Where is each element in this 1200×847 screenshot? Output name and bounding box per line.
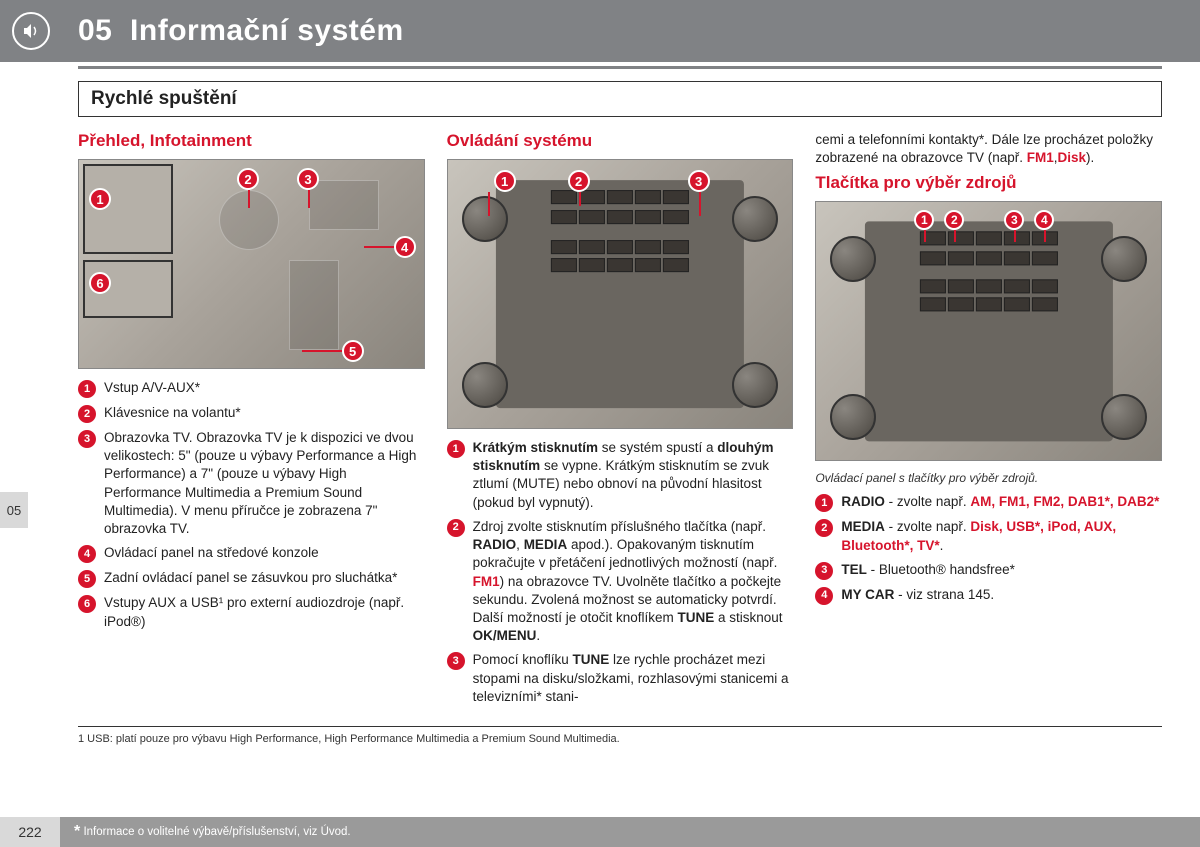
page-number: 222 [0, 817, 60, 847]
list-item: 1 RADIO - zvolte např. AM, FM1, FM2, DAB1… [815, 493, 1162, 512]
callout-3: 3 [297, 168, 319, 190]
badge-1: 1 [815, 494, 833, 512]
badge-3: 3 [815, 562, 833, 580]
badge-6: 6 [78, 595, 96, 613]
list-overview: 1Vstup A/V-AUX* 2Klávesnice na volantu* … [78, 379, 425, 631]
continuation-para: cemi a telefonními kontakty*. Dále lze p… [815, 131, 1162, 167]
callout-4: 4 [394, 236, 416, 258]
list-item: 2 Zdroj zvolte stisknutím příslušného tl… [447, 518, 794, 646]
heading-control: Ovládání systému [447, 131, 794, 151]
list-item: 4 MY CAR - viz strana 145. [815, 586, 1162, 605]
col-overview: Přehled, Infotainment 1 2 3 4 5 6 1Vstup… [78, 131, 425, 712]
item-text: Pomocí knoflíku TUNE lze rychle procháze… [473, 651, 794, 706]
image-source-buttons: 1 2 3 4 [815, 201, 1162, 461]
col-control: Ovládání systému 1 2 3 [447, 131, 794, 712]
list-item: 1Vstup A/V-AUX* [78, 379, 425, 398]
footer-note: * Informace o volitelné výbavě/příslušen… [74, 823, 351, 841]
item-text: Zdroj zvolte stisknutím příslušného tlač… [473, 518, 794, 646]
item-text: Krátkým stisknutím se systém spustí a dl… [473, 439, 794, 512]
list-item: 5Zadní ovládací panel se zásuvkou pro sl… [78, 569, 425, 588]
callout-1: 1 [89, 188, 111, 210]
heading-overview: Přehled, Infotainment [78, 131, 425, 151]
chapter-number: 05 [78, 14, 112, 47]
list-item: 6Vstupy AUX a USB¹ pro externí audiozdro… [78, 594, 425, 630]
image-control-panel: 1 2 3 [447, 159, 794, 429]
badge-3: 3 [447, 652, 465, 670]
list-item: 3Obrazovka TV. Obrazovka TV je k dispozi… [78, 429, 425, 538]
badge-2: 2 [78, 405, 96, 423]
item-text: RADIO - zvolte např. AM, FM1, FM2, DAB1*… [841, 493, 1162, 511]
callout-6: 6 [89, 272, 111, 294]
list-item: 2 MEDIA - zvolte např. Disk, USB*, iPod, … [815, 518, 1162, 554]
chapter-title: 05 Informační systém [78, 14, 404, 48]
section-box: Rychlé spuštění [78, 81, 1162, 117]
image-caption: Ovládací panel s tlačítky pro výběr zdro… [815, 471, 1162, 485]
item-text: MEDIA - zvolte např. Disk, USB*, iPod, A… [841, 518, 1162, 554]
list-control: 1 Krátkým stisknutím se systém spustí a … [447, 439, 794, 706]
badge-1: 1 [78, 380, 96, 398]
list-item: 2Klávesnice na volantu* [78, 404, 425, 423]
footnote: 1 USB: platí pouze pro výbavu High Perfo… [0, 727, 1200, 745]
callout-5: 5 [342, 340, 364, 362]
badge-3: 3 [78, 430, 96, 448]
image-dashboard: 1 2 3 4 5 6 [78, 159, 425, 369]
heading-sources: Tlačítka pro výběr zdrojů [815, 173, 1162, 193]
section-title: Rychlé spuštění [91, 88, 1149, 110]
speaker-icon [12, 12, 50, 50]
badge-2: 2 [815, 519, 833, 537]
side-tab: 05 [0, 492, 28, 528]
badge-4: 4 [78, 545, 96, 563]
callout-2b: 2 [568, 170, 590, 192]
callout-3b: 3 [688, 170, 710, 192]
page-header: 05 Informační systém [0, 0, 1200, 62]
list-item: 3 Pomocí knoflíku TUNE lze rychle prochá… [447, 651, 794, 706]
badge-1: 1 [447, 440, 465, 458]
col-sources: cemi a telefonními kontakty*. Dále lze p… [815, 131, 1162, 712]
item-text: MY CAR - viz strana 145. [841, 586, 1162, 604]
footer: 222 * Informace o volitelné výbavě/přísl… [0, 817, 1200, 847]
badge-5: 5 [78, 570, 96, 588]
list-item: 1 Krátkým stisknutím se systém spustí a … [447, 439, 794, 512]
callout-1b: 1 [494, 170, 516, 192]
badge-2: 2 [447, 519, 465, 537]
list-item: 4Ovládací panel na středové konzole [78, 544, 425, 563]
badge-4: 4 [815, 587, 833, 605]
list-item: 3 TEL - Bluetooth® handsfree* [815, 561, 1162, 580]
item-text: TEL - Bluetooth® handsfree* [841, 561, 1162, 579]
callout-2: 2 [237, 168, 259, 190]
chapter-name: Informační systém [130, 14, 404, 47]
list-sources: 1 RADIO - zvolte např. AM, FM1, FM2, DAB1… [815, 493, 1162, 604]
